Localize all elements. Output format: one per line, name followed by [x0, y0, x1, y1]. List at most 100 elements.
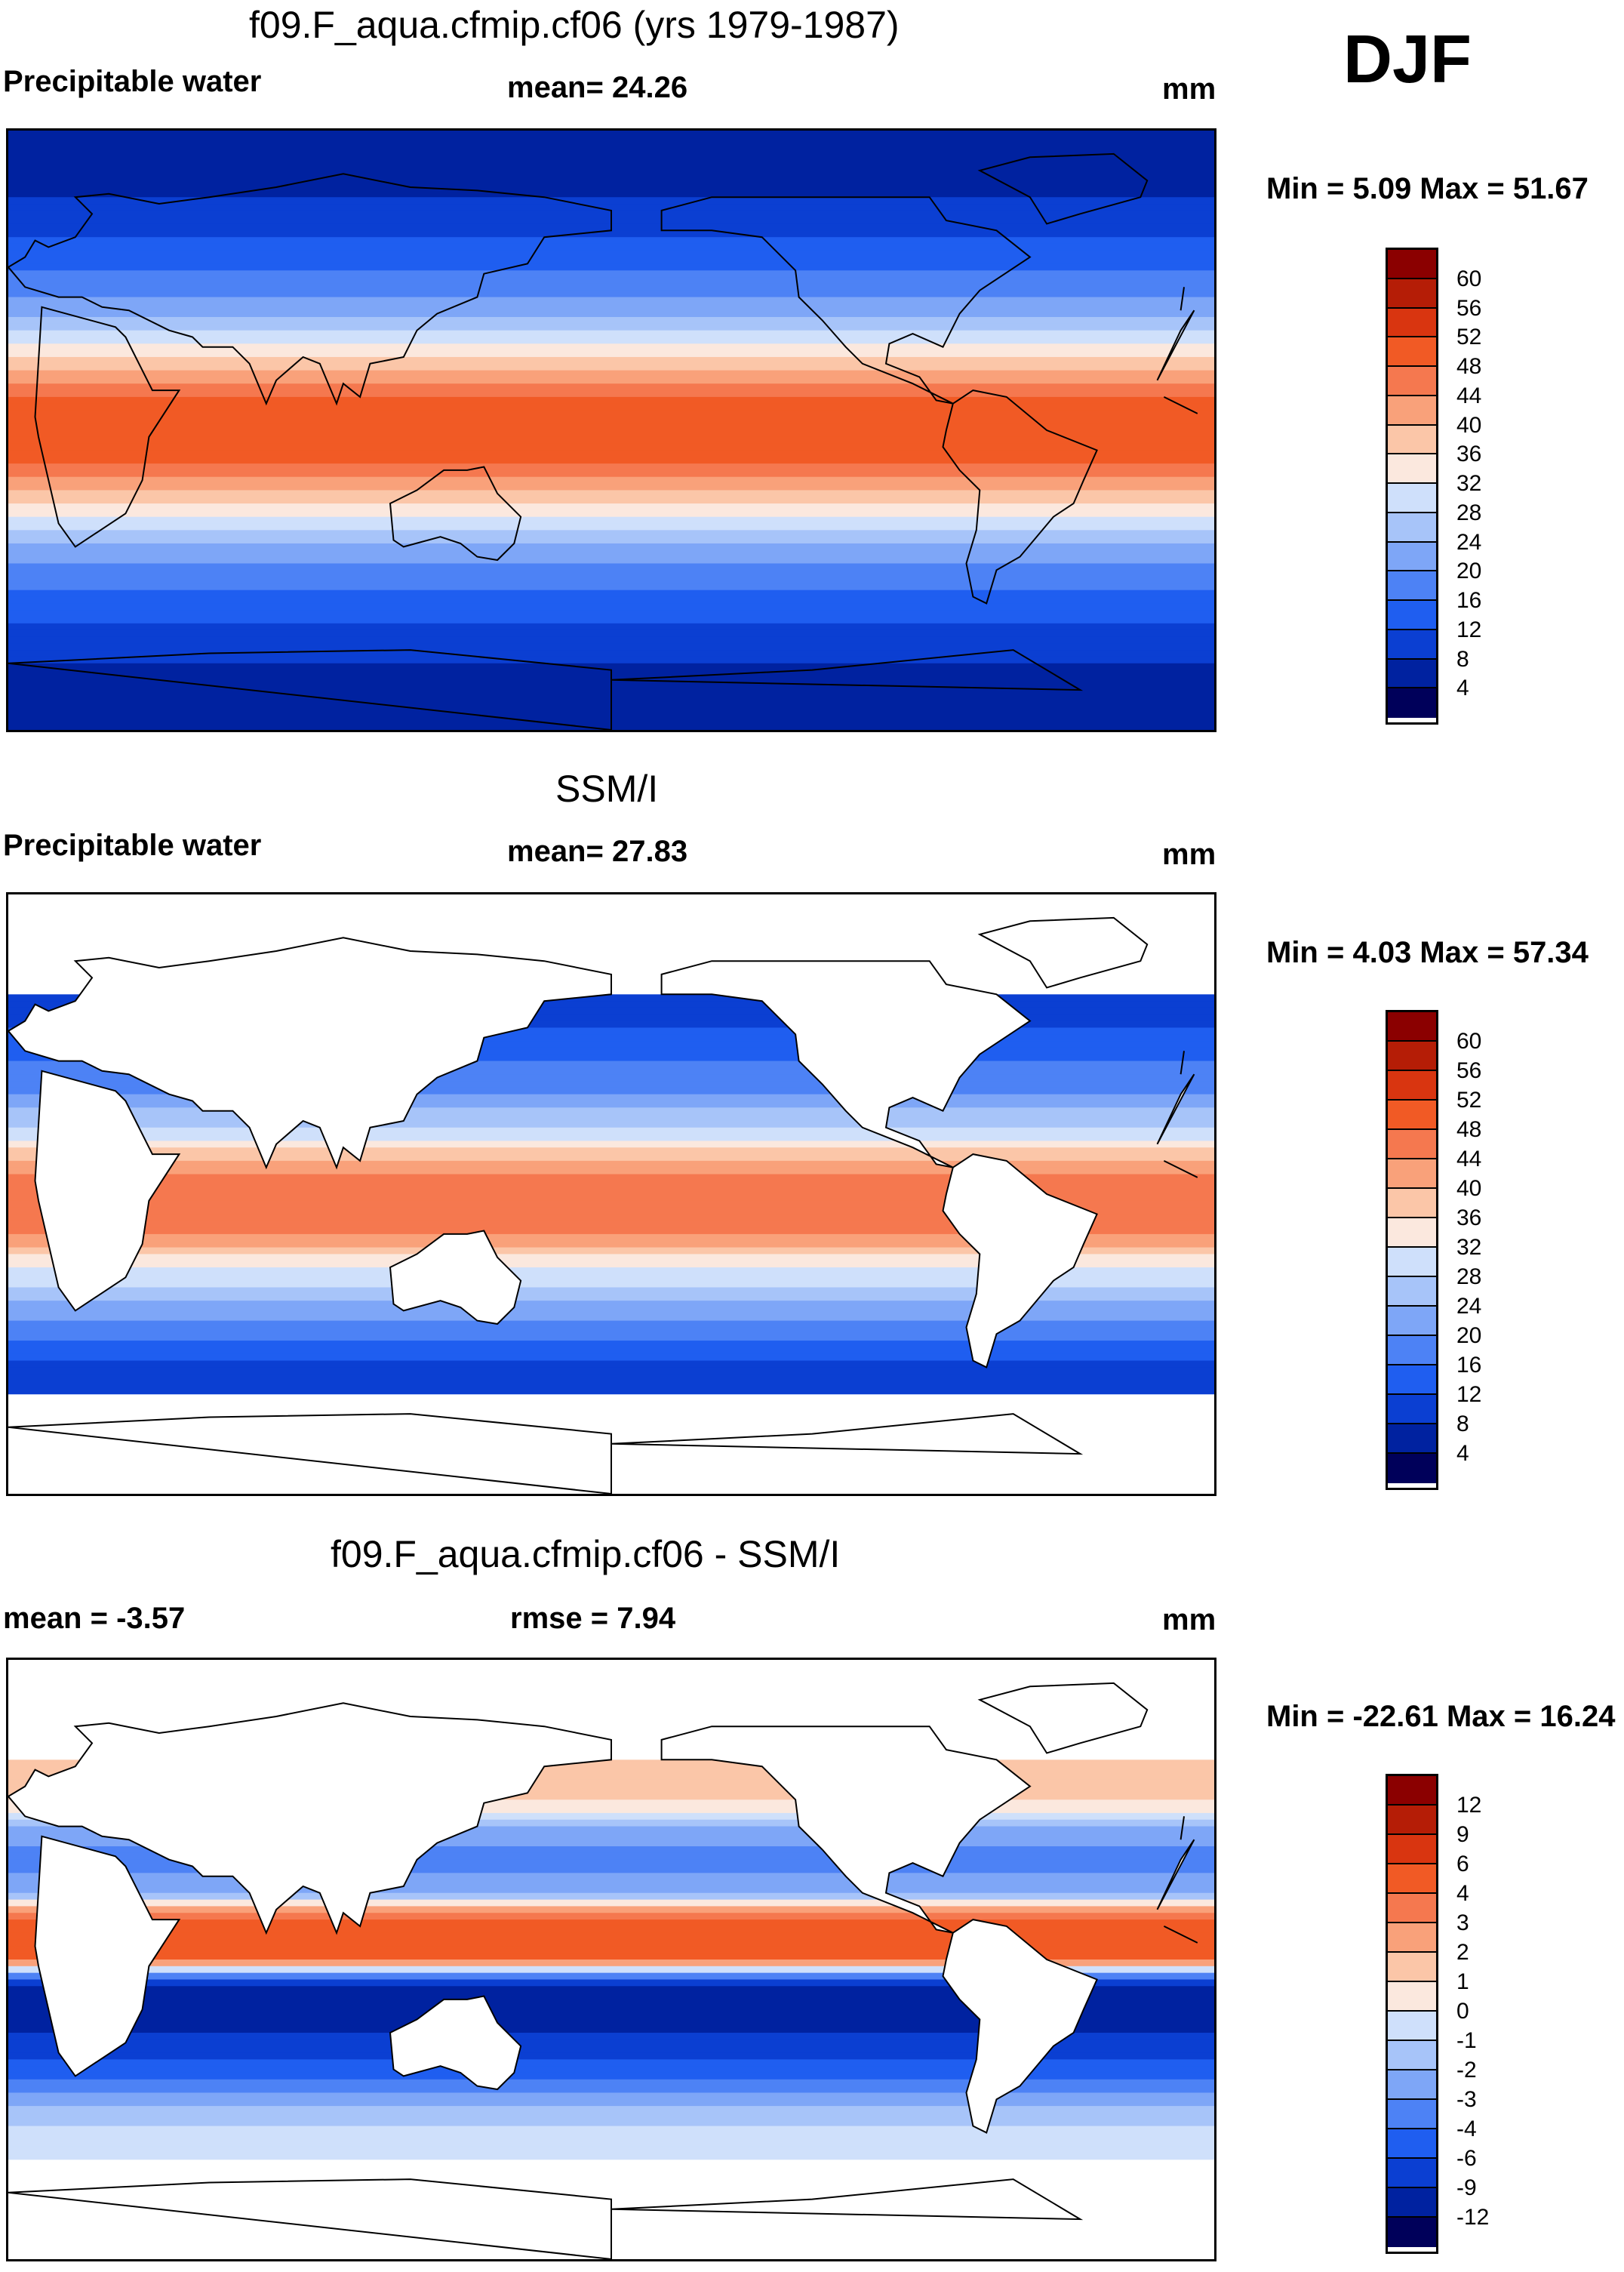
panel1-contour-band	[8, 577, 1214, 584]
panel3-map	[6, 1658, 1216, 2261]
panel3-colorbar-box	[1388, 1953, 1436, 1982]
panel2-map-svg	[8, 894, 1214, 1494]
panel1-contour-band	[8, 131, 1214, 138]
panel2-contour-band	[8, 1021, 1214, 1029]
panel3-contour-band	[8, 1939, 1214, 1947]
panel1-contour-band	[8, 583, 1214, 591]
panel1-contour-band	[8, 469, 1214, 478]
panel1-contour-band	[8, 390, 1214, 398]
panel3-coastline	[977, 1682, 1149, 1754]
panel3-colorbar-tick-label: 6	[1456, 1852, 1469, 1876]
panel2-contour-band	[8, 1054, 1214, 1062]
panel3-contour-band	[8, 1886, 1214, 1894]
panel3-colorbar-tick-label: -1	[1456, 2028, 1477, 2053]
panel1-colorbar-tick-label: 48	[1456, 354, 1482, 379]
panel3-contour-band	[8, 2099, 1214, 2107]
panel1-contour-band	[8, 650, 1214, 657]
panel2-colorbar-box	[1388, 1101, 1436, 1130]
panel3-contour-band	[8, 1806, 1214, 1814]
panel1-contour-band	[8, 243, 1214, 251]
panel1-colorbar-tick-label: 4	[1456, 676, 1469, 701]
panel2-contour-band	[8, 1267, 1214, 1275]
panel3-contour-band	[8, 2039, 1214, 2047]
panel1-contour-band	[8, 137, 1214, 145]
panel3-colorbar-box	[1388, 2188, 1436, 2218]
panel1-colorbar-tick-label: 24	[1456, 529, 1482, 555]
panel2-colorbar-tick-label: 12	[1456, 1382, 1482, 1407]
panel1-colorbar-tick-label: 32	[1456, 471, 1482, 496]
panel2-contour-band	[8, 1141, 1214, 1148]
panel1-map-svg	[8, 131, 1214, 730]
panel3-contour-band	[8, 1799, 1214, 1807]
panel3-colorbar-tick-label: 4	[1456, 1881, 1469, 1906]
panel3-contour-band	[8, 1932, 1214, 1941]
panel3-coastline	[611, 2178, 1084, 2221]
panel2-contour-band	[8, 1381, 1214, 1388]
panel2-colorbar-tick-label: 4	[1456, 1441, 1469, 1466]
panel1-contour-band	[8, 476, 1214, 485]
panel1-contour-band	[8, 323, 1214, 331]
season-label: DJF	[1343, 22, 1472, 97]
panel2-colorbar-box	[1388, 1218, 1436, 1248]
panel2-contour-band	[8, 1081, 1214, 1088]
panel2-contour-band	[8, 1200, 1214, 1208]
panel2-contour-band	[8, 1001, 1214, 1008]
panel2-contour-band	[8, 1007, 1214, 1015]
panel1-contour-band	[8, 596, 1214, 604]
panel3-contour-band	[8, 1946, 1214, 1953]
panel3-colorbar-box	[1388, 1835, 1436, 1864]
panel3-colorbar-tick-label: -12	[1456, 2205, 1490, 2230]
panel1-coastline	[8, 649, 612, 730]
panel1-colorbar-box	[1388, 308, 1436, 338]
panel1-contour-band	[8, 663, 1214, 671]
panel1-contour-band	[8, 556, 1214, 565]
panel2-contour-band	[8, 1120, 1214, 1128]
panel3-colorbar-tick-label: -3	[1456, 2087, 1477, 2112]
panel2-colorbar	[1386, 1010, 1438, 1490]
panel3-colorbar-tick-label: 9	[1456, 1822, 1469, 1847]
panel1-colorbar-box	[1388, 542, 1436, 572]
panel3-contour-band	[8, 1920, 1214, 1927]
panel1-colorbar-box	[1388, 337, 1436, 367]
panel2-colorbar-box	[1388, 1424, 1436, 1454]
panel2-contour-band	[8, 1240, 1214, 1248]
panel2-contour-band	[8, 1287, 1214, 1295]
panel2-coastline	[611, 1413, 1084, 1455]
panel3-contour-band	[8, 1812, 1214, 1821]
panel1-minmax: Min = 5.09 Max = 51.67	[1266, 172, 1589, 205]
panel2-contour-band	[8, 1261, 1214, 1268]
panel3-contour-band	[8, 2072, 1214, 2080]
panel2-coastline	[1163, 1160, 1198, 1178]
panel1-contour-band	[8, 563, 1214, 571]
panel2-contour-band	[8, 1147, 1214, 1155]
panel1-colorbar-tick-label: 44	[1456, 383, 1482, 408]
panel1-colorbar-box	[1388, 659, 1436, 689]
panel3-contour-band	[8, 1779, 1214, 1787]
panel3-colorbar-box	[1388, 1806, 1436, 1835]
panel3-colorbar-box	[1388, 1982, 1436, 2012]
panel3-contour-band	[8, 2026, 1214, 2033]
panel2-contour-band	[8, 1360, 1214, 1368]
panel2-contour-band	[8, 1353, 1214, 1362]
panel3-colorbar-box	[1388, 1776, 1436, 1806]
panel3-contour-band	[8, 1819, 1214, 1827]
panel1-contour-band	[8, 356, 1214, 365]
panel2-contour-band	[8, 1167, 1214, 1175]
panel1-contour-band	[8, 590, 1214, 598]
panel2-contour-band	[8, 1214, 1214, 1221]
panel2-map	[6, 892, 1216, 1496]
panel2-colorbar-box	[1388, 1277, 1436, 1307]
panel3-contour-band	[8, 2059, 1214, 2067]
panel2-colorbar-tick-label: 16	[1456, 1353, 1482, 1378]
panel1-contour-band	[8, 656, 1214, 664]
panel2-contour-band	[8, 1327, 1214, 1335]
panel3-colorbar	[1386, 1774, 1438, 2254]
panel1-contour-band	[8, 350, 1214, 358]
panel1-contour-band	[8, 190, 1214, 198]
panel1-colorbar-box	[1388, 396, 1436, 426]
panel2-coastline	[660, 960, 1032, 1168]
panel2-contour-band	[8, 1227, 1214, 1235]
panel3-colorbar-box	[1388, 2159, 1436, 2188]
panel1-contour-band	[8, 197, 1214, 205]
panel3-contour-band	[8, 2066, 1214, 2073]
